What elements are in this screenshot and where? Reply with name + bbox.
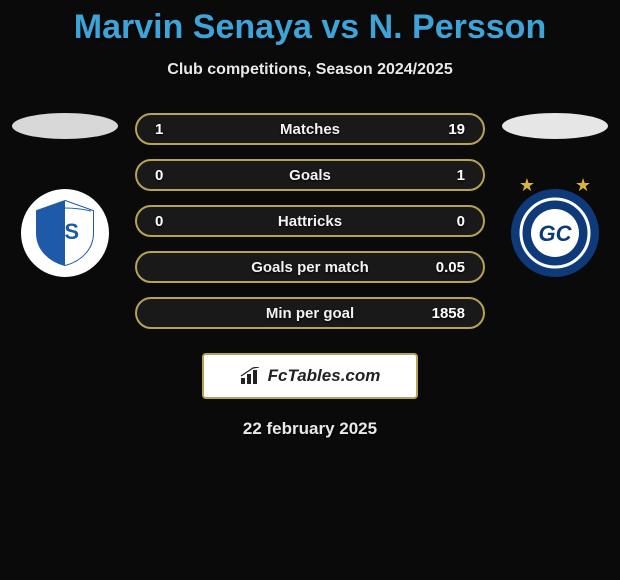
page-title: Marvin Senaya vs N. Persson xyxy=(0,0,620,47)
stat-label: Goals per match xyxy=(137,259,483,276)
star-icon: ★ xyxy=(519,175,535,196)
comparison-row: LS 1 Matches 19 0 Goals 1 0 Hattricks 0 … xyxy=(0,113,620,329)
svg-text:LS: LS xyxy=(51,219,79,244)
branding-badge: FcTables.com xyxy=(202,353,418,399)
stat-label: Matches xyxy=(137,121,483,138)
player-left-avatar-placeholder xyxy=(12,113,118,139)
stat-right-value: 0.05 xyxy=(435,259,465,276)
stat-right-value: 19 xyxy=(435,121,465,138)
grasshopper-badge-icon: GC xyxy=(519,197,591,269)
stat-row-matches: 1 Matches 19 xyxy=(135,113,485,145)
club-badge-right: ★ ★ GC xyxy=(511,189,599,277)
stat-right-value: 1858 xyxy=(432,305,465,322)
svg-text:GC: GC xyxy=(539,221,573,246)
branding-text: FcTables.com xyxy=(268,366,381,386)
player-right-avatar-placeholder xyxy=(502,113,608,139)
stats-list: 1 Matches 19 0 Goals 1 0 Hattricks 0 Goa… xyxy=(135,113,485,329)
bar-chart-icon xyxy=(240,367,262,385)
stat-row-goals-per-match: Goals per match 0.05 xyxy=(135,251,485,283)
date-text: 22 february 2025 xyxy=(0,419,620,439)
subtitle: Club competitions, Season 2024/2025 xyxy=(0,61,620,79)
stat-row-hattricks: 0 Hattricks 0 xyxy=(135,205,485,237)
club-badge-left: LS xyxy=(21,189,109,277)
club-stars: ★ ★ xyxy=(511,175,599,196)
stat-row-min-per-goal: Min per goal 1858 xyxy=(135,297,485,329)
player-left-column: LS xyxy=(5,113,125,277)
star-icon: ★ xyxy=(575,175,591,196)
stat-right-value: 0 xyxy=(435,213,465,230)
stat-label: Hattricks xyxy=(137,213,483,230)
stat-label: Goals xyxy=(137,167,483,184)
player-right-column: ★ ★ GC xyxy=(495,113,615,277)
lausanne-shield-icon: LS xyxy=(29,197,101,269)
stat-row-goals: 0 Goals 1 xyxy=(135,159,485,191)
stat-right-value: 1 xyxy=(435,167,465,184)
